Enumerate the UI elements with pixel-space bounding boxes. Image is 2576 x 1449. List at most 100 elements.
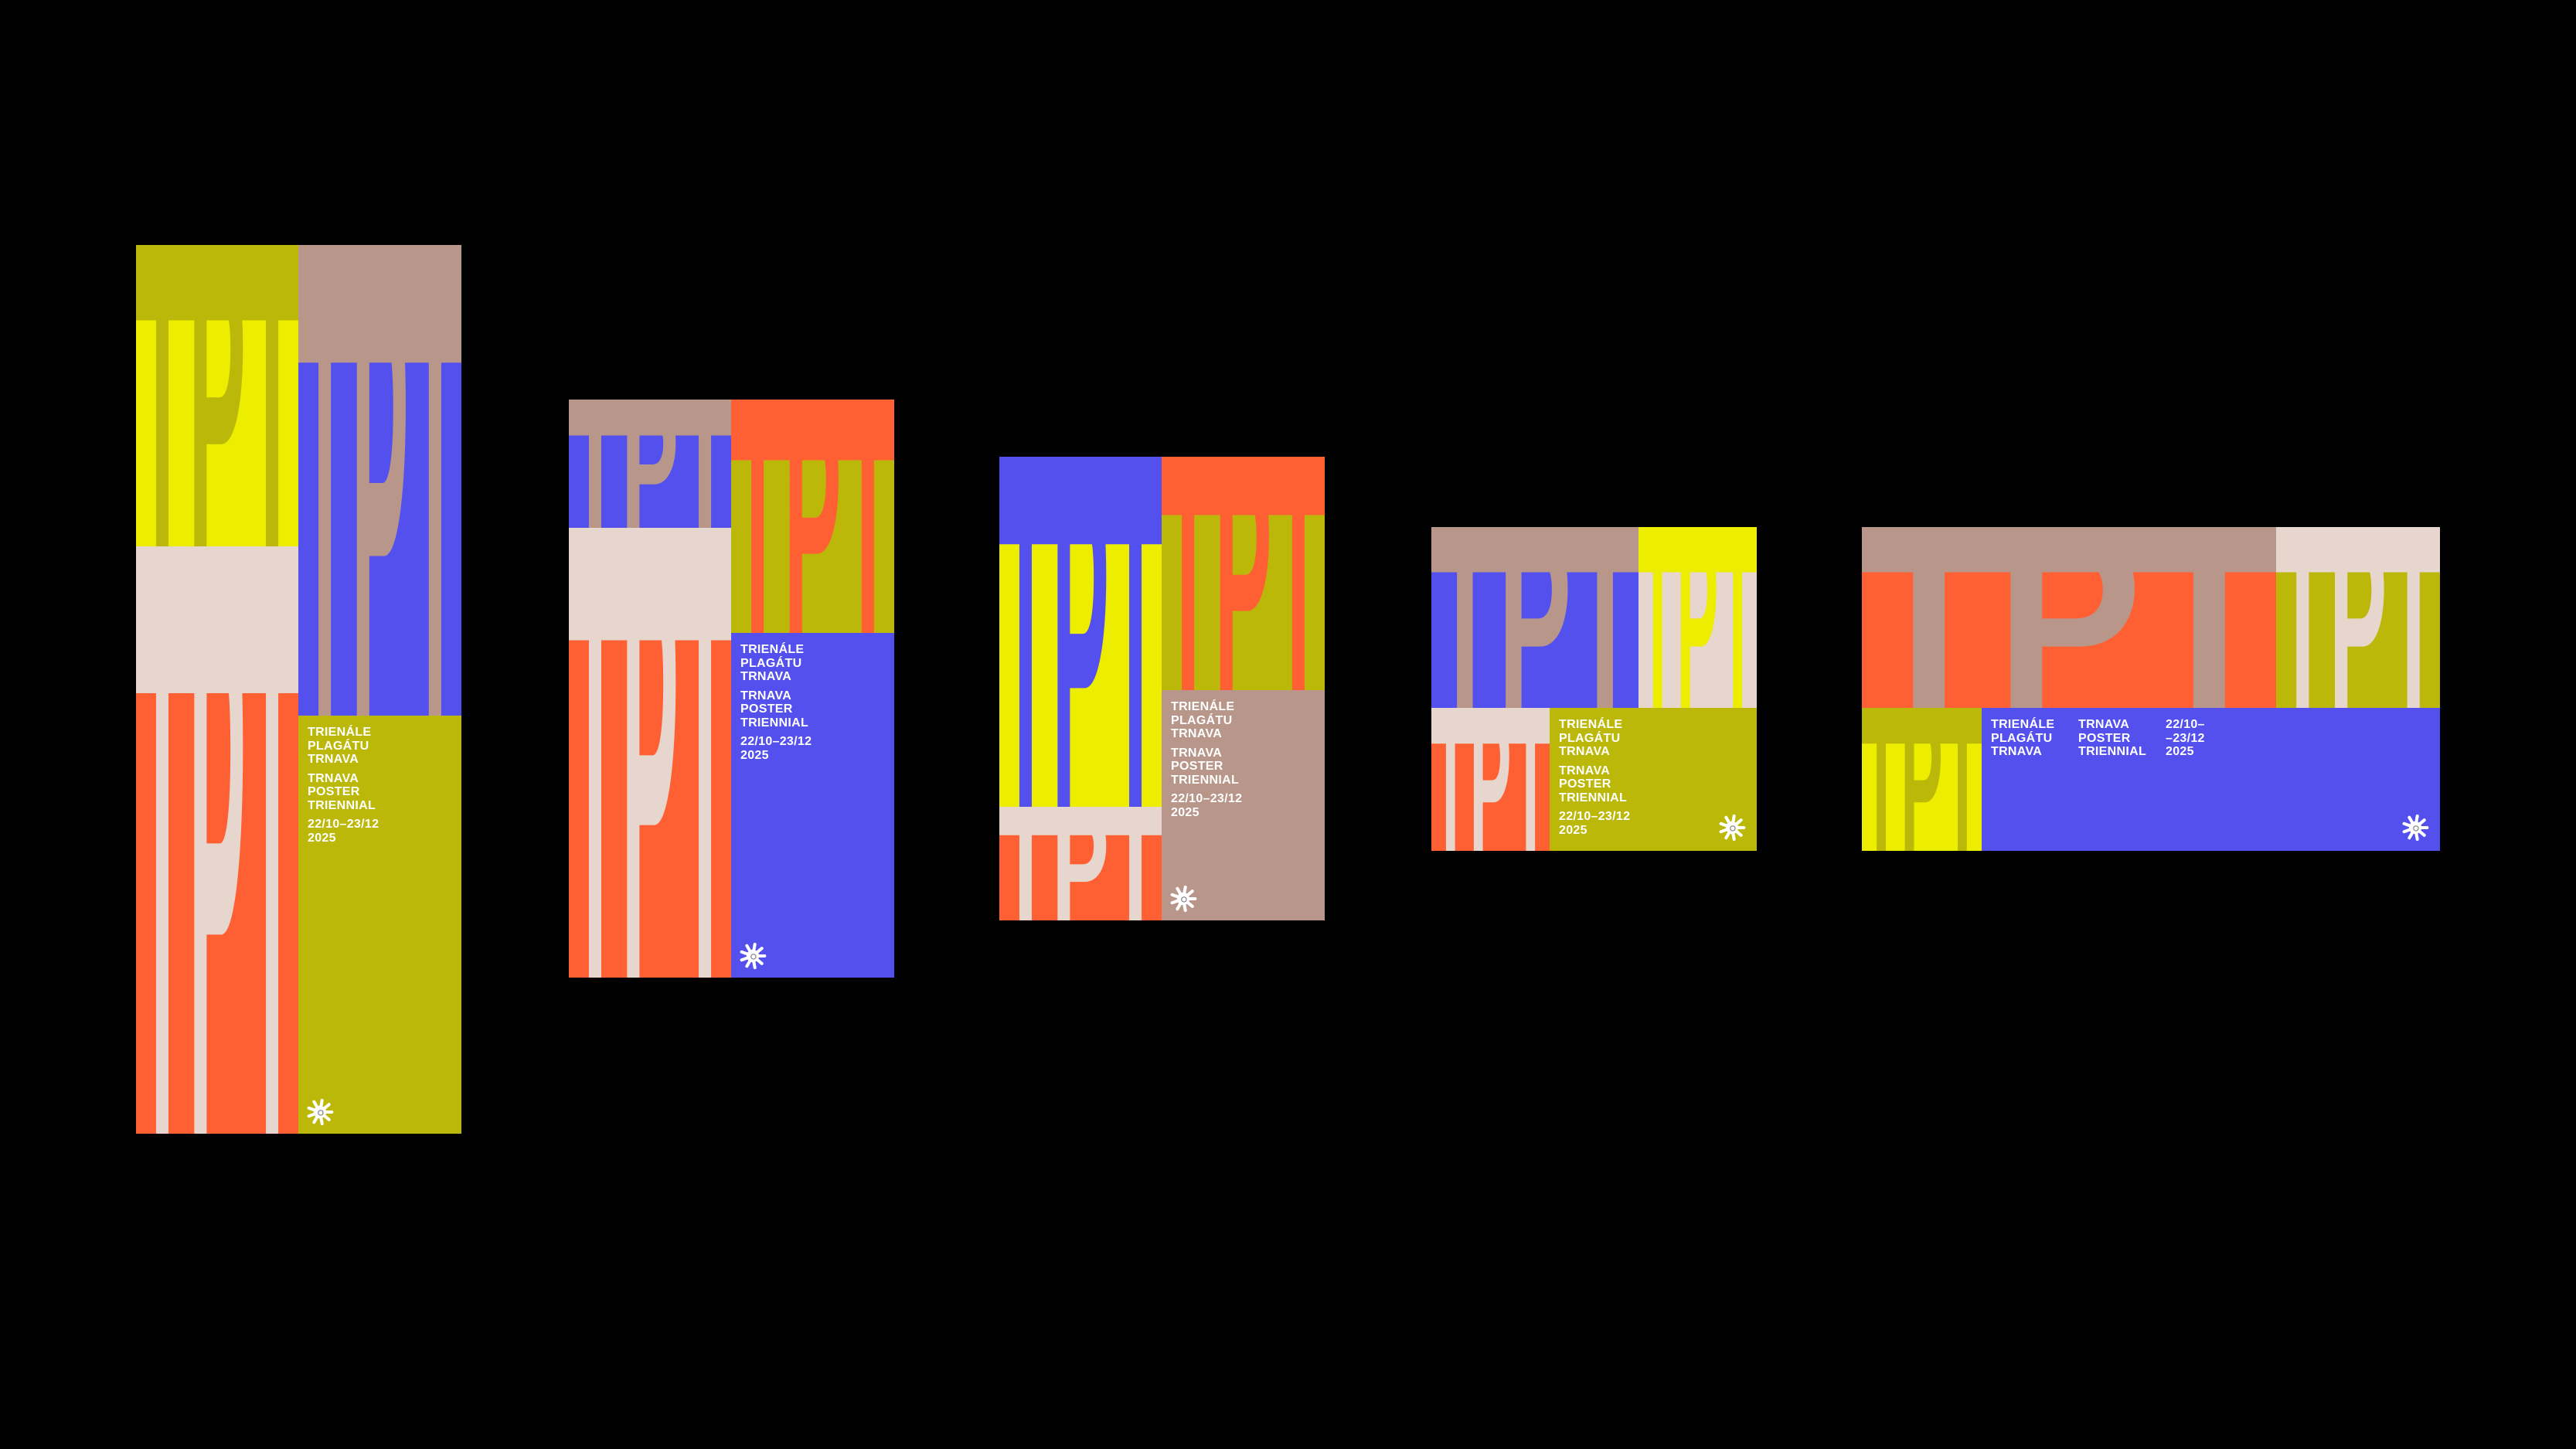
title-slovak: TRIENÁLE PLAGÁTU TRNAVA xyxy=(1991,718,2078,759)
title-english-line: TRNAVA xyxy=(2078,718,2130,731)
info-panel: TRIENÁLE PLAGÁTU TRNAVA TRNAVA POSTER TRIENNI… xyxy=(298,716,461,1134)
title-english: TRNAVA POSTER TRIENNIAL xyxy=(1171,747,1242,787)
tile-top-band xyxy=(731,400,894,461)
info-panel: TRIENÁLE PLAGÁTU TRNAVA TRNAVA POSTER TRIENNI… xyxy=(1162,690,1325,920)
tpt-lettering: TPT xyxy=(298,245,461,716)
tile-top-band xyxy=(1162,457,1325,515)
title-slovak-line: TRNAVA xyxy=(1991,745,2043,758)
tpt-tile: TPT xyxy=(1638,527,1757,708)
event-dates-line: 22/10–23/12 xyxy=(1171,792,1243,805)
tpt-lettering: TPT xyxy=(1431,708,1550,851)
tpt-letters: TPT xyxy=(1862,527,2276,708)
sun-star-logo-icon xyxy=(1169,885,1197,913)
tpt-letters: TPT xyxy=(298,245,461,716)
event-dates-line: 22/10– xyxy=(2166,718,2205,731)
tile-top-band xyxy=(569,528,731,641)
event-dates: 22/10–23/12 2025 xyxy=(1171,792,1242,819)
event-dates: 22/10– –23/12 2025 xyxy=(2166,718,2253,759)
tpt-lettering: TPT xyxy=(1638,527,1757,708)
title-slovak-line: PLAGÁTU xyxy=(1991,731,2053,745)
sun-star-logo-icon xyxy=(739,942,767,970)
sun-star-logo-icon xyxy=(306,1098,334,1126)
tile-top-band xyxy=(136,546,298,693)
event-dates-line: 2025 xyxy=(1171,805,1200,819)
tpt-letters: TPT xyxy=(1862,708,1982,851)
tpt-lettering: TPT xyxy=(136,245,298,546)
title-english: TRNAVA POSTER TRIENNIAL xyxy=(308,772,379,813)
title-english-line: TRNAVA xyxy=(308,771,359,785)
tpt-tile: TPT xyxy=(1431,708,1550,851)
title-slovak-line: TRIENÁLE xyxy=(1559,718,1623,731)
tpt-lettering: TPT xyxy=(731,400,894,633)
tpt-lettering: TPT xyxy=(1862,527,2276,708)
tile-top-band xyxy=(1638,527,1757,573)
tpt-letters: TPT xyxy=(1638,527,1757,708)
title-english-line: TRIENNIAL xyxy=(308,798,376,812)
title-slovak: TRIENÁLE PLAGÁTU TRNAVA xyxy=(1559,718,1630,759)
tpt-tile: TPT xyxy=(999,457,1162,807)
title-slovak: TRIENÁLE PLAGÁTU TRNAVA xyxy=(308,726,379,767)
event-dates-line: 2025 xyxy=(1559,823,1587,837)
title-english-line: TRIENNIAL xyxy=(2078,745,2147,758)
tpt-lettering: TPT xyxy=(1162,457,1325,690)
tile-top-band xyxy=(569,400,731,436)
tpt-tile: TPT xyxy=(1431,527,1638,708)
tpt-lettering: TPT xyxy=(2276,527,2440,708)
tpt-lettering: TPT xyxy=(569,528,731,978)
tpt-tile: TPT xyxy=(999,807,1162,920)
tpt-letters: TPT xyxy=(569,400,731,528)
tpt-tile: TPT xyxy=(1162,457,1325,690)
tpt-letters: TPT xyxy=(2276,527,2440,708)
poster-tall-vertical: TPT TPT TPT TRIENÁLE PLAGÁTU TRNAVA TRNAVA POST… xyxy=(136,245,461,1134)
title-english-line: TRNAVA xyxy=(1171,746,1223,760)
tpt-lettering: TPT xyxy=(1862,708,1982,851)
title-slovak-line: TRIENÁLE xyxy=(308,726,372,739)
tpt-lettering: TPT xyxy=(999,807,1162,920)
event-dates-line: 2025 xyxy=(2166,745,2194,758)
event-dates-line: 22/10–23/12 xyxy=(308,818,379,831)
title-english-line: POSTER xyxy=(1559,777,1611,791)
title-english-line: POSTER xyxy=(740,702,793,716)
tpt-lettering: TPT xyxy=(1431,527,1638,708)
sun-star-logo-icon xyxy=(2401,814,2429,842)
title-slovak: TRIENÁLE PLAGÁTU TRNAVA xyxy=(740,643,812,684)
title-slovak-line: TRIENÁLE xyxy=(740,643,805,656)
title-english-line: POSTER xyxy=(308,785,360,798)
event-dates: 22/10–23/12 2025 xyxy=(740,735,812,762)
tpt-letters: TPT xyxy=(999,807,1162,920)
event-dates-line: 22/10–23/12 xyxy=(740,735,812,748)
title-slovak-line: TRIENÁLE xyxy=(1991,718,2055,731)
title-english-line: TRNAVA xyxy=(740,689,792,702)
tpt-letters: TPT xyxy=(569,528,731,978)
title-english-line: TRNAVA xyxy=(1559,764,1611,777)
title-english-line: TRIENNIAL xyxy=(740,716,809,730)
tpt-tile: TPT xyxy=(1862,527,2276,708)
tile-top-band xyxy=(999,457,1162,545)
tpt-letters: TPT xyxy=(1431,527,1638,708)
title-slovak-line: TRIENÁLE xyxy=(1171,700,1235,713)
event-dates-line: 22/10–23/12 xyxy=(1559,810,1631,823)
tile-top-band xyxy=(999,807,1162,835)
title-slovak-line: PLAGÁTU xyxy=(1559,731,1621,745)
tpt-tile: TPT xyxy=(136,546,298,1134)
tile-top-band xyxy=(1862,527,2276,573)
info-panel: TRIENÁLE PLAGÁTU TRNAVA TRNAVA POSTER TRIENNI… xyxy=(1982,708,2440,851)
title-slovak-line: TRNAVA xyxy=(740,670,792,683)
tile-top-band xyxy=(136,245,298,321)
tpt-tile: TPT xyxy=(2276,527,2440,708)
tpt-tile: TPT xyxy=(136,245,298,546)
tpt-tile: TPT xyxy=(569,528,731,978)
tpt-letters: TPT xyxy=(731,400,894,633)
title-slovak-line: PLAGÁTU xyxy=(740,656,802,670)
tpt-letters: TPT xyxy=(136,245,298,546)
poster-portrait: TPT TPT TPT TRIENÁLE PLAGÁTU TRNAVA TRNAVA POST… xyxy=(999,457,1325,920)
tile-top-band xyxy=(2276,527,2440,573)
tpt-letters: TPT xyxy=(999,457,1162,807)
event-dates: 22/10–23/12 2025 xyxy=(308,818,379,845)
tpt-tile: TPT xyxy=(569,400,731,528)
title-english-line: TRIENNIAL xyxy=(1171,773,1240,787)
poster-vertical: TPT TPT TPT TRIENÁLE PLAGÁTU TRNAVA TRNAVA POST… xyxy=(569,400,894,978)
title-slovak-line: TRNAVA xyxy=(1171,727,1223,740)
title-english: TRNAVA POSTER TRIENNIAL xyxy=(2078,718,2166,759)
poster-wide-landscape: TPT TPT TPT TRIENÁLE PLAGÁTU TRNAVA TRNAVA POST… xyxy=(1862,527,2440,851)
